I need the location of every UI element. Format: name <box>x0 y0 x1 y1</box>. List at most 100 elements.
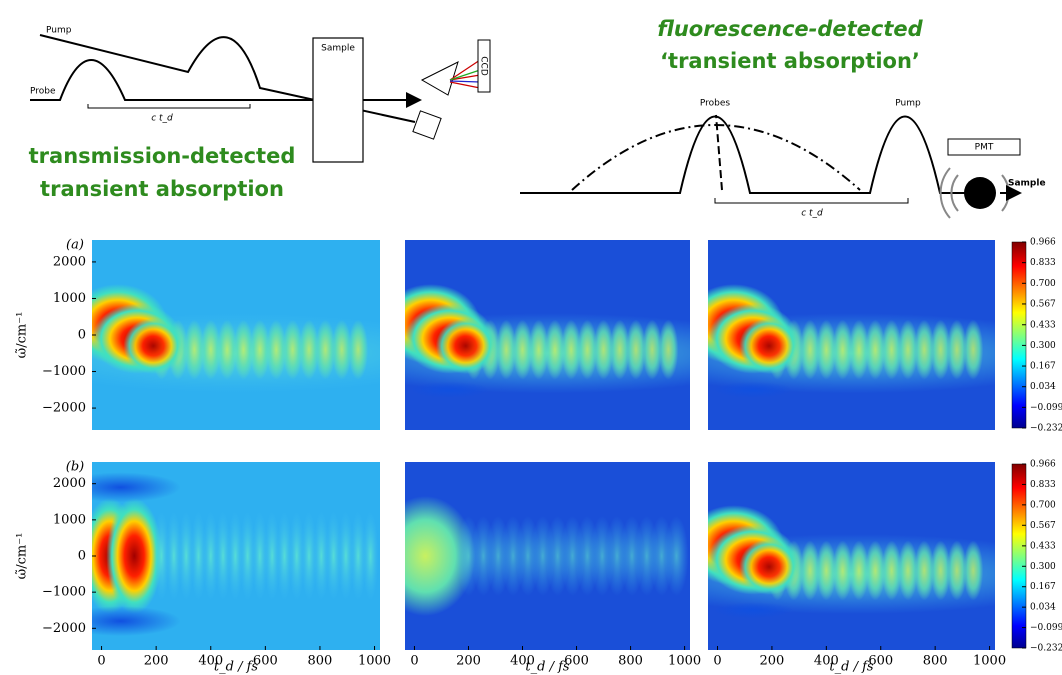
y-tick-label: −1000 <box>42 585 86 600</box>
heatmap-blob <box>881 319 902 380</box>
colorbar-tick-label: 0.966 <box>1030 460 1056 470</box>
heatmap-blob <box>712 602 793 619</box>
x-tick-label: 1000 <box>973 654 1006 669</box>
heatmap-blob <box>239 511 256 601</box>
x-tick-label: 800 <box>308 654 333 669</box>
heatmap-blob <box>184 319 205 380</box>
row-label: (a) <box>66 238 84 253</box>
colorbar-tick-label: 0.700 <box>1030 279 1056 289</box>
title: fluorescence-detected <box>657 17 923 41</box>
colorbar-tick-label: 0.034 <box>1030 382 1056 392</box>
colorbar-tick-label: 0.966 <box>1030 238 1056 248</box>
heatmap <box>405 240 690 430</box>
heatmap-blob <box>325 511 342 601</box>
heatmap-blob <box>227 511 244 601</box>
colorbar-tick-label: 0.833 <box>1030 480 1056 490</box>
heatmap-blob <box>301 511 318 601</box>
x-tick-label: 1000 <box>668 654 701 669</box>
heatmap-blob <box>625 319 646 380</box>
heatmap-blob <box>739 538 800 595</box>
heatmap <box>405 462 690 650</box>
colorbar-tick-label: −0.099 <box>1030 403 1062 413</box>
x-tick-label: 400 <box>814 654 839 669</box>
y-tick-label: 1000 <box>53 291 86 306</box>
heatmap-blob <box>217 319 238 380</box>
probes-label: Probes <box>700 99 731 109</box>
x-tick-label: 1000 <box>358 654 391 669</box>
heatmap-blob <box>92 472 181 503</box>
x-axis-label: t_d / fs <box>829 660 874 675</box>
detector-label: PMT <box>975 143 994 153</box>
heatmap-blob <box>215 511 232 601</box>
heatmap-blob <box>200 319 221 380</box>
heatmap-blob <box>930 319 951 380</box>
row-label: (b) <box>66 460 84 475</box>
heatmap-blob <box>288 511 305 601</box>
heatmap-blob <box>897 319 918 380</box>
heatmap-blob <box>299 319 320 380</box>
heatmap-blob <box>348 319 369 380</box>
heatmap-blob <box>593 319 614 380</box>
heatmap <box>92 240 380 430</box>
colorbar-tick-label: −0.232 <box>1030 424 1062 434</box>
heatmap-blob <box>496 319 517 380</box>
heatmap-blob <box>331 319 352 380</box>
heatmap-blob <box>202 511 219 601</box>
heatmap-blob <box>178 511 195 601</box>
colorbar-tick-label: 0.833 <box>1030 258 1056 268</box>
heatmap-blob <box>914 319 935 380</box>
x-tick-label: 400 <box>198 654 223 669</box>
x-tick-label: 800 <box>923 654 948 669</box>
x-tick-label: 0 <box>410 654 418 669</box>
colorbar-tick-label: 0.167 <box>1030 582 1056 592</box>
heatmap-blob <box>914 540 935 601</box>
heatmap-blob <box>963 319 984 380</box>
heatmap <box>708 462 995 650</box>
heatmap-blob <box>865 319 886 380</box>
heatmap-blob <box>264 511 281 601</box>
heatmap-blob <box>313 511 330 601</box>
heatmap-blob <box>528 319 549 380</box>
heatmap-blob <box>609 319 630 380</box>
x-tick-label: 600 <box>868 654 893 669</box>
y-tick-label: 1000 <box>53 512 86 527</box>
y-tick-label: −2000 <box>42 401 86 416</box>
heatmap-blob <box>405 496 476 616</box>
caption: transient absorption <box>40 177 284 201</box>
heatmap-blob <box>165 511 182 601</box>
heatmap-blob <box>153 511 170 601</box>
y-tick-label: 0 <box>78 328 86 343</box>
heatmap-blob <box>350 511 367 601</box>
y-tick-label: 2000 <box>53 254 86 269</box>
heatmap-blob <box>848 540 869 601</box>
heatmap-blob <box>544 319 565 380</box>
heatmap <box>708 240 995 430</box>
heatmap-blob <box>946 319 967 380</box>
heatmap-blob <box>106 498 163 614</box>
heatmap-blob <box>561 319 582 380</box>
x-tick-label: 800 <box>618 654 643 669</box>
title: ‘transient absorption’ <box>660 49 920 73</box>
heatmap-blob <box>739 317 800 374</box>
x-tick-label: 200 <box>144 654 169 669</box>
colorbar-tick-label: 0.300 <box>1030 562 1056 572</box>
x-tick-label: 600 <box>564 654 589 669</box>
heatmap-blob <box>282 319 303 380</box>
colorbar <box>1011 463 1027 649</box>
heatmap <box>92 462 380 650</box>
colorbar-tick-label: 0.300 <box>1030 341 1056 351</box>
x-axis-label: t_d / fs <box>214 660 259 675</box>
heatmap-blob <box>92 606 181 637</box>
x-tick-label: 0 <box>713 654 721 669</box>
y-tick-label: −2000 <box>42 621 86 636</box>
heatmap-blob <box>276 511 293 601</box>
colorbar-tick-label: 0.567 <box>1030 299 1056 309</box>
x-tick-label: 600 <box>253 654 278 669</box>
heatmap-blob <box>409 381 490 398</box>
y-axis-label: ω̃/cm⁻¹ <box>15 312 30 359</box>
pump-label: Pump <box>46 26 72 36</box>
heatmap-blob <box>816 319 837 380</box>
sample-label: Sample <box>321 44 355 54</box>
colorbar-tick-label: 0.433 <box>1030 320 1056 330</box>
